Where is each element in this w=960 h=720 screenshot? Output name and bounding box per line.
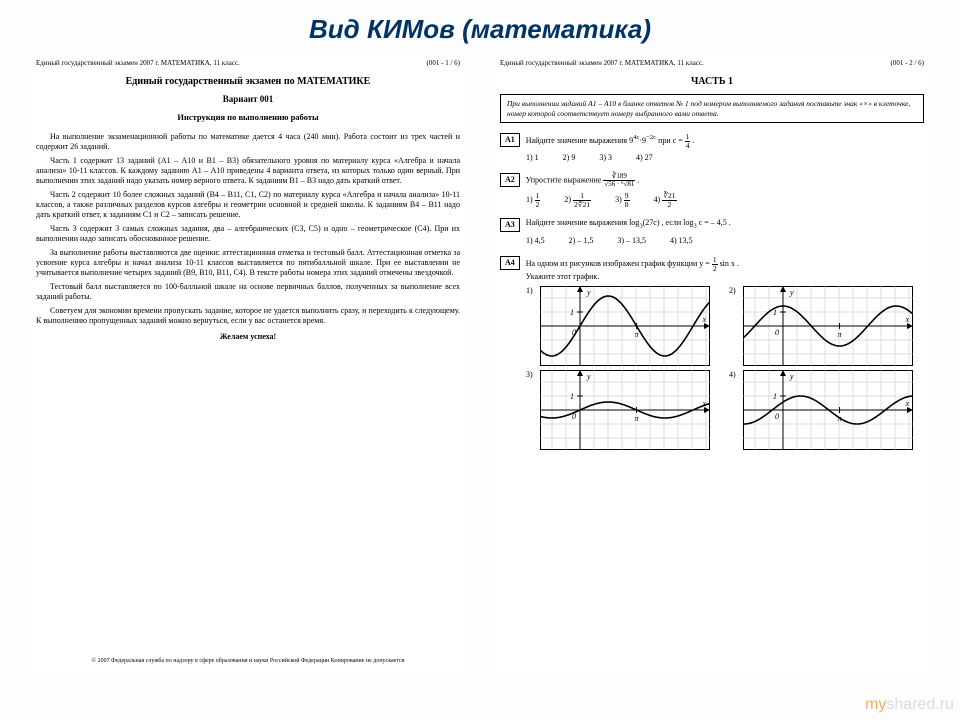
svg-text:y: y: [586, 288, 591, 297]
txt: Найдите значение выражения: [526, 218, 629, 227]
page-left: Единый государственный экзамен 2007 г. М…: [28, 53, 468, 673]
answer: 4) 27: [636, 153, 653, 163]
header-pagenum: (001 - 2 / 6): [891, 59, 924, 68]
svg-text:0: 0: [775, 328, 779, 337]
answer: 3) 3: [599, 153, 612, 163]
svg-text:x: x: [904, 399, 909, 408]
answer: 1) 1: [526, 153, 539, 163]
graphs-grid: 1)yx0π1 2)yx0π1 3)yx0π1 4)yx0π1: [500, 286, 924, 450]
paragraph: Часть 3 содержит 3 самых сложных задания…: [36, 224, 460, 244]
paragraph: Тестовый балл выставляется по 100-балльн…: [36, 282, 460, 302]
header-text: Единый государственный экзамен 2007 г. М…: [36, 59, 240, 68]
graph-2: 2)yx0π1: [729, 286, 924, 366]
task-text: На одном из рисунков изображен график фу…: [526, 256, 924, 282]
svg-text:y: y: [789, 288, 794, 297]
doc-instruction-title: Инструкция по выполнению работы: [36, 112, 460, 123]
graph-3: 3)yx0π1: [526, 370, 721, 450]
answer: 2) 12∛21: [564, 192, 591, 208]
answer: 4) ∛212: [654, 192, 677, 208]
svg-text:y: y: [586, 372, 591, 381]
txt: На одном из рисунков изображен график фу…: [526, 259, 700, 268]
task-label: А4: [500, 256, 520, 270]
footer: © 2007 Федеральная служба по надзору в с…: [36, 658, 460, 666]
task-label: А3: [500, 218, 520, 232]
svg-text:0: 0: [775, 412, 779, 421]
pages-container: Единый государственный экзамен 2007 г. М…: [0, 53, 960, 673]
paragraph: Часть 1 содержит 13 заданий (А1 – А10 и …: [36, 156, 460, 186]
doc-variant: Вариант 001: [36, 94, 460, 105]
svg-text:1: 1: [773, 392, 777, 401]
instruction-box: При выполнении заданий А1 – А10 в бланке…: [500, 94, 924, 123]
part-title: ЧАСТЬ 1: [500, 76, 924, 89]
svg-text:x: x: [904, 315, 909, 324]
answer: 2) 9: [563, 153, 576, 163]
task-A3: А3 Найдите значение выражения log3(27c) …: [500, 218, 924, 246]
svg-text:π: π: [838, 330, 843, 339]
paragraph: Часть 2 содержит 10 более сложных задани…: [36, 190, 460, 220]
header-text: Единый государственный экзамен 2007 г. М…: [500, 59, 704, 68]
answers: 1) 1 2) 9 3) 3 4) 27: [500, 153, 924, 163]
graph-4: 4)yx0π1: [729, 370, 924, 450]
answers: 1) 12 2) 12∛21 3) 98 4) ∛212: [500, 192, 924, 208]
task-A4: А4 На одном из рисунков изображен график…: [500, 256, 924, 450]
answer: 3) 98: [615, 192, 629, 208]
header-pagenum: (001 - 1 / 6): [427, 59, 460, 68]
task-text: Найдите значение выражения 94c·9−2c при …: [526, 133, 924, 149]
answer: 1) 12: [526, 192, 540, 208]
answer: 4) 13,5: [670, 236, 693, 246]
doc-title: Единый государственный экзамен по МАТЕМА…: [36, 76, 460, 89]
paragraph: Советуем для экономии времени пропускать…: [36, 306, 460, 326]
page-right: Единый государственный экзамен 2007 г. М…: [492, 53, 932, 673]
task-text: Найдите значение выражения log3(27c) , е…: [526, 218, 924, 231]
task-A1: А1 Найдите значение выражения 94c·9−2c п…: [500, 133, 924, 163]
answers: 1) 4,5 2) – 1,5 3) – 13,5 4) 13,5: [500, 236, 924, 246]
svg-text:y: y: [789, 372, 794, 381]
answer: 3) – 13,5: [617, 236, 646, 246]
watermark: myshared.ru: [865, 696, 954, 714]
svg-text:x: x: [701, 315, 706, 324]
task-text: Упростите выражение ∛189√56 · ⁶√81 .: [526, 173, 924, 188]
svg-text:π: π: [635, 330, 640, 339]
txt: , если: [662, 218, 684, 227]
watermark-rest: shared.ru: [886, 696, 954, 713]
svg-text:1: 1: [570, 308, 574, 317]
txt: Найдите значение выражения: [526, 136, 629, 145]
graph-1: 1)yx0π1: [526, 286, 721, 366]
wish: Желаем успеха!: [36, 332, 460, 342]
txt: при: [658, 136, 673, 145]
watermark-my: my: [865, 696, 886, 713]
txt: Упростите выражение: [526, 175, 604, 184]
task-label: А1: [500, 133, 520, 147]
task-A2: А2 Упростите выражение ∛189√56 · ⁶√81 . …: [500, 173, 924, 208]
txt: Укажите этот график.: [526, 272, 600, 281]
answer: 2) – 1,5: [569, 236, 594, 246]
paragraph: За выполнение работы выставляются две оц…: [36, 248, 460, 278]
page-header-right: Единый государственный экзамен 2007 г. М…: [500, 59, 924, 68]
svg-text:1: 1: [570, 392, 574, 401]
page-header-left: Единый государственный экзамен 2007 г. М…: [36, 59, 460, 68]
task-label: А2: [500, 173, 520, 187]
paragraph: На выполнение экзаменационной работы по …: [36, 132, 460, 152]
slide-title: Вид КИМов (математика): [0, 0, 960, 53]
answer: 1) 4,5: [526, 236, 545, 246]
svg-text:π: π: [635, 414, 640, 423]
